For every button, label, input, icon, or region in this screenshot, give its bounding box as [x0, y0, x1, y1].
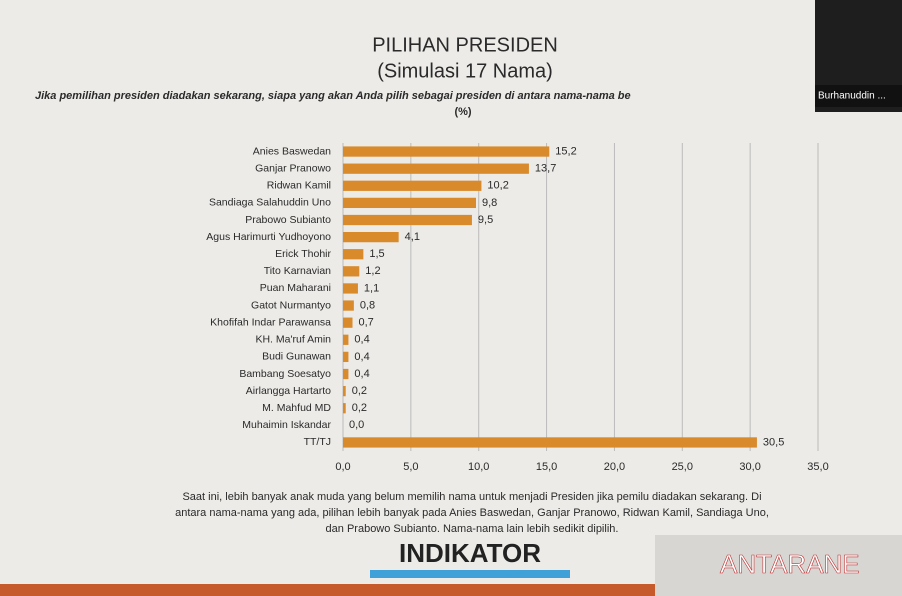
bar — [343, 403, 346, 414]
value-label: 0,2 — [352, 385, 367, 397]
bar — [343, 197, 476, 209]
y-tick-label: Airlangga Hartarto — [246, 385, 331, 397]
indikator-logo: INDIKATOR — [399, 538, 541, 568]
note-line: Saat ini, lebih banyak anak muda yang be… — [182, 491, 761, 503]
value-label: 0,7 — [359, 317, 374, 329]
y-tick-label: Sandiaga Salahuddin Uno — [209, 197, 331, 209]
value-label: 4,1 — [405, 231, 420, 243]
value-label: 0,8 — [360, 299, 375, 311]
y-tick-label: TT/TJ — [304, 436, 331, 448]
bar — [343, 146, 550, 157]
y-tick-label: Erick Thohir — [275, 248, 331, 260]
value-label: 0,4 — [354, 351, 369, 363]
y-tick-label: Ridwan Kamil — [267, 180, 331, 192]
x-tick-label: 5,0 — [403, 461, 418, 473]
value-label: 9,5 — [478, 214, 493, 226]
value-label: 1,5 — [369, 248, 384, 260]
chart-subtitle: (Simulasi 17 Nama) — [377, 60, 553, 82]
y-tick-label: KH. Ma'ruf Amin — [255, 334, 331, 346]
x-tick-label: 15,0 — [536, 461, 557, 473]
y-tick-label: Gatot Nurmantyo — [251, 299, 331, 311]
logo-stripe — [370, 570, 570, 578]
y-tick-label: Prabowo Subianto — [245, 214, 331, 226]
x-tick-label: 30,0 — [739, 461, 760, 473]
bar — [343, 317, 353, 328]
y-tick-label: Muhaimin Iskandar — [242, 419, 331, 431]
x-tick-label: 35,0 — [807, 461, 828, 473]
note-line: dan Prabowo Subianto. Nama-nama lain leb… — [326, 523, 619, 535]
y-tick-label: Ganjar Pranowo — [255, 162, 331, 174]
value-label: 10,2 — [487, 180, 508, 192]
chart-title: PILIHAN PRESIDEN — [372, 34, 558, 56]
watermark-bg — [655, 535, 902, 596]
bar — [343, 231, 399, 243]
value-label: 13,7 — [535, 163, 556, 175]
y-tick-label: Budi Gunawan — [262, 351, 331, 363]
x-tick-label: 20,0 — [604, 461, 625, 473]
bar — [343, 266, 360, 277]
bar — [343, 351, 349, 363]
value-label: 0,2 — [352, 402, 367, 414]
bar — [343, 368, 349, 380]
antara-logo: ANTARANE — [720, 549, 860, 579]
value-label: 1,1 — [364, 282, 379, 294]
bar — [343, 283, 358, 294]
value-label: 0,4 — [354, 334, 369, 346]
value-label: 30,5 — [763, 436, 784, 448]
note-line: antara nama-nama yang ada, pilihan lebih… — [175, 507, 769, 519]
bar — [343, 334, 349, 345]
bar — [343, 180, 482, 191]
value-label: 15,2 — [555, 145, 576, 157]
bar — [343, 300, 354, 311]
y-tick-label: Puan Maharani — [260, 282, 331, 294]
bar — [343, 163, 529, 174]
value-label: 1,2 — [365, 265, 380, 277]
bar — [343, 385, 346, 397]
value-label: 0,4 — [354, 368, 369, 380]
overlay-label-bg — [815, 85, 902, 107]
y-tick-label: Bambang Soesatyo — [239, 368, 331, 380]
x-tick-label: 10,0 — [468, 461, 489, 473]
bar — [343, 249, 364, 260]
overlay-name: Burhanuddin ... — [818, 91, 886, 102]
y-tick-label: Khofifah Indar Parawansa — [210, 316, 331, 328]
y-tick-label: Anies Baswedan — [253, 145, 331, 157]
bar — [343, 437, 757, 448]
footer-band — [0, 584, 655, 596]
y-tick-label: M. Mahfud MD — [262, 402, 331, 414]
y-tick-label: Tito Karnavian — [264, 265, 331, 277]
value-label: 0,0 — [349, 419, 364, 431]
x-tick-label: 25,0 — [672, 461, 693, 473]
value-label: 9,8 — [482, 197, 497, 209]
y-tick-label: Agus Harimurti Yudhoyono — [206, 231, 331, 243]
question: Jika pemilihan presiden diadakan sekaran… — [35, 90, 631, 102]
bar — [343, 214, 472, 226]
x-tick-label: 0,0 — [335, 461, 350, 473]
unit: (%) — [454, 106, 471, 118]
